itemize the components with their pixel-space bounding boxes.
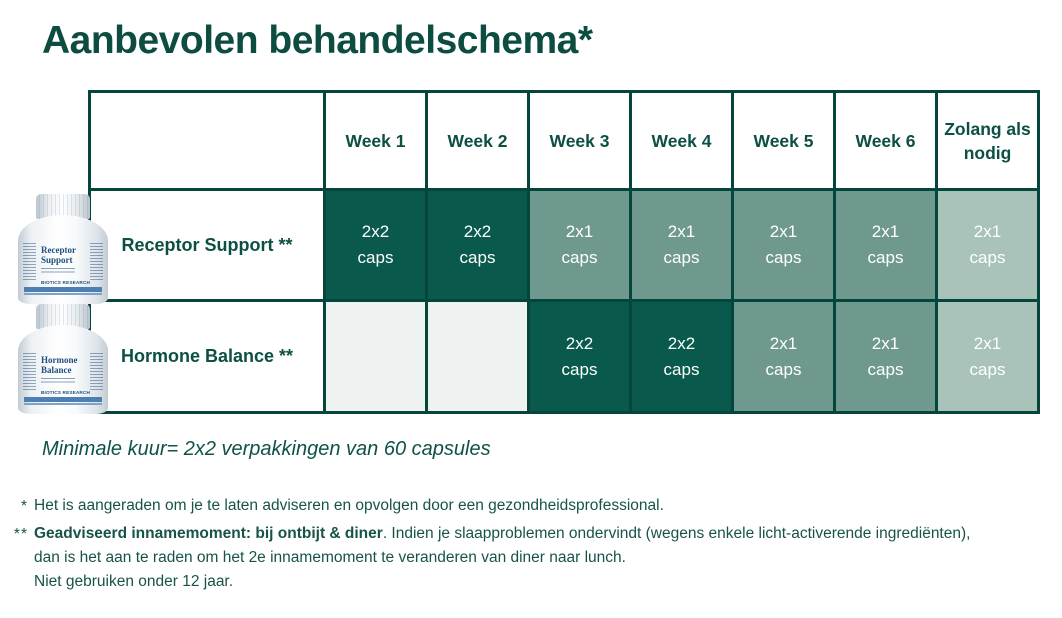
table-row-receptor-support: Receptor Support ** 2x2 caps 2x2 caps 2x1 c… <box>88 188 1040 302</box>
product-bottle-receptor-support: Receptor Support BIOTICS RESEARCH <box>18 194 108 304</box>
dose-cell: 2x2 caps <box>527 299 632 414</box>
label-subtext <box>41 378 75 385</box>
label-blue-stripe-thin <box>24 293 102 295</box>
column-header-week-3: Week 3 <box>527 90 632 191</box>
page-title: Aanbevolen behandelschema* <box>42 16 593 66</box>
footnote-marker: * <box>20 498 28 515</box>
footnote-line-1: . Indien je slaapproblemen ondervindt (w… <box>382 525 971 542</box>
product-bottle-hormone-balance: Hormone Balance BIOTICS RESEARCH <box>18 304 108 414</box>
bottle-brand: BIOTICS RESEARCH <box>41 390 91 396</box>
column-header-week-4: Week 4 <box>629 90 734 191</box>
footnote-text: Het is aangeraden om je te laten adviser… <box>34 497 664 514</box>
dose-cell: 2x1 caps <box>935 299 1040 414</box>
dose-cell: 2x2 caps <box>425 188 530 302</box>
footnote-bold-lead: Geadviseerd innamemoment: bij ontbijt & … <box>34 525 383 542</box>
bottle-label: Receptor Support BIOTICS RESEARCH <box>23 241 103 296</box>
dose-cell: 2x1 caps <box>833 188 938 302</box>
dose-cell: 2x1 caps <box>935 188 1040 302</box>
footnote-advice: * Het is aangeraden om je te laten advis… <box>10 494 1050 518</box>
footnotes: * Het is aangeraden om je te laten advis… <box>10 494 1050 594</box>
dose-cell: 2x1 caps <box>833 299 938 414</box>
dose-cell: 2x1 caps <box>527 188 632 302</box>
column-header-week-2: Week 2 <box>425 90 530 191</box>
bottle-body: Receptor Support BIOTICS RESEARCH <box>18 215 108 304</box>
column-header-as-long-as-needed: Zolang als nodig <box>935 90 1040 191</box>
label-blue-stripe <box>24 397 102 402</box>
footnote-line-3: Niet gebruiken onder 12 jaar. <box>34 573 234 590</box>
minimum-course-note: Minimale kuur= 2x2 verpakkingen van 60 c… <box>42 438 491 460</box>
header-row: Week 1 Week 2 Week 3 Week 4 Week 5 Week … <box>88 90 1040 191</box>
page-title-text: Aanbevolen behandelschema <box>42 19 578 62</box>
column-header-week-1: Week 1 <box>323 90 428 191</box>
row-label-receptor-support: Receptor Support ** <box>88 188 326 302</box>
bottle-cap <box>36 194 90 219</box>
bottle-brand: BIOTICS RESEARCH <box>41 280 91 286</box>
dose-cell: 2x1 caps <box>731 299 836 414</box>
bottle-label: Hormone Balance BIOTICS RESEARCH <box>23 351 103 406</box>
dose-cell: 2x2 caps <box>323 188 428 302</box>
label-fine-print <box>23 353 36 390</box>
label-fine-print <box>90 353 103 390</box>
dose-cell: 2x1 caps <box>731 188 836 302</box>
table-row-hormone-balance: Hormone Balance ** 2x2 caps 2x2 caps 2x1 ca… <box>88 299 1040 414</box>
dose-cell-empty <box>323 299 428 414</box>
column-header-week-6: Week 6 <box>833 90 938 191</box>
schedule-table-wrapper: Week 1 Week 2 Week 3 Week 4 Week 5 Week … <box>88 90 1040 414</box>
label-blue-stripe-thin <box>24 403 102 405</box>
corner-spacer <box>88 90 326 191</box>
bottle-product-name: Receptor Support <box>41 245 76 265</box>
bottle-product-name: Hormone Balance <box>41 355 78 375</box>
footnote-line-2: dan is het aan te raden om het 2e inname… <box>34 549 626 566</box>
footnote-text: Geadviseerd innamemoment: bij ontbijt & … <box>34 522 1050 594</box>
title-asterisk: * <box>577 19 593 62</box>
dose-cell-empty <box>425 299 530 414</box>
row-label-hormone-balance: Hormone Balance ** <box>88 299 326 414</box>
dose-cell: 2x2 caps <box>629 299 734 414</box>
dose-cell: 2x1 caps <box>629 188 734 302</box>
bottle-body: Hormone Balance BIOTICS RESEARCH <box>18 325 108 414</box>
bottle-cap <box>36 304 90 329</box>
column-header-week-5: Week 5 <box>731 90 836 191</box>
footnote-intake-moment: ** Geadviseerd innamemoment: bij ontbijt… <box>10 522 1050 594</box>
label-subtext <box>41 268 75 275</box>
label-fine-print <box>90 243 103 280</box>
label-fine-print <box>23 243 36 280</box>
footnote-marker: ** <box>13 526 28 543</box>
schedule-table: Week 1 Week 2 Week 3 Week 4 Week 5 Week … <box>88 90 1040 414</box>
label-blue-stripe <box>24 287 102 292</box>
